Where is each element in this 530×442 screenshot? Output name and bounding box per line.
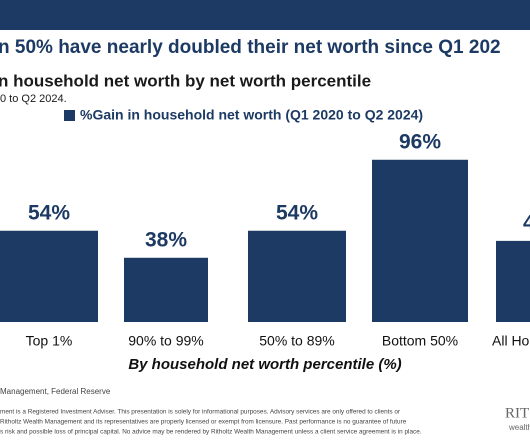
x-tick-label: 90% to 99% <box>128 333 204 349</box>
bar <box>0 230 98 322</box>
x-axis-title: By household net worth percentile (%) <box>128 356 401 373</box>
bar <box>248 230 346 322</box>
chart-note: 0 to Q2 2024. <box>0 93 67 105</box>
value-label: 54% <box>276 201 318 224</box>
value-label: 48% <box>523 211 530 234</box>
bar <box>124 257 208 322</box>
value-label: 96% <box>399 130 441 153</box>
legend-swatch <box>64 110 75 121</box>
bar <box>372 159 468 322</box>
disclaimer: s risk and possible loss of principal ca… <box>0 429 422 436</box>
disclaimer: Ritholtz Wealth Management and its repre… <box>0 419 407 426</box>
title-bar <box>0 0 530 30</box>
chart-subtitle: n household net worth by net worth perce… <box>0 71 371 90</box>
value-label: 54% <box>28 201 70 224</box>
x-tick-label: Bottom 50% <box>382 333 458 349</box>
x-tick-label: 50% to 89% <box>259 333 335 349</box>
chart-title: n 50% have nearly doubled their net wort… <box>0 37 501 58</box>
disclaimer: ment is a Registered Investment Adviser.… <box>0 409 401 416</box>
x-tick-label: Top 1% <box>26 333 73 349</box>
legend-label: %Gain in household net worth (Q1 2020 to… <box>80 107 423 123</box>
logo-sub: wealth <box>508 423 530 432</box>
x-tick-label: All Ho <box>492 333 530 349</box>
source: Management, Federal Reserve <box>0 387 111 396</box>
logo: RIT <box>505 405 529 421</box>
value-label: 38% <box>145 228 187 251</box>
bar <box>496 240 530 322</box>
